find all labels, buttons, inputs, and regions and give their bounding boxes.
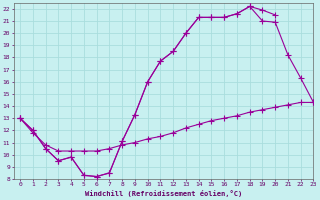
- X-axis label: Windchill (Refroidissement éolien,°C): Windchill (Refroidissement éolien,°C): [85, 190, 242, 197]
